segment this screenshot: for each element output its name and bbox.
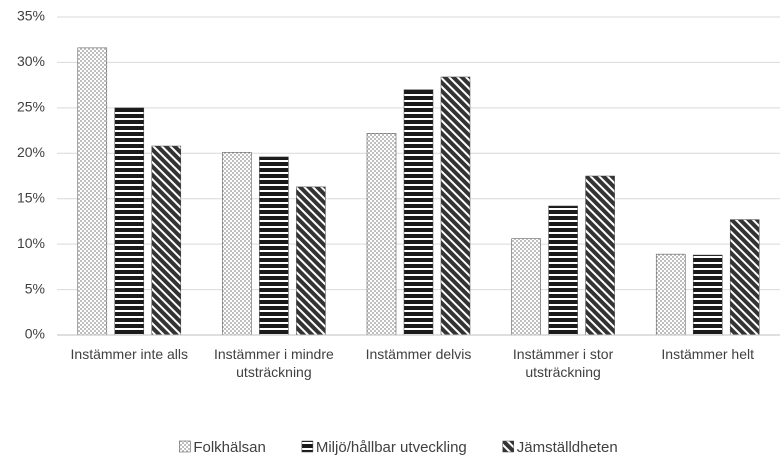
bar	[259, 156, 289, 336]
legend-label: Miljö/hållbar utveckling	[316, 439, 467, 456]
legend-label: Folkhälsan	[193, 439, 266, 456]
bar	[114, 107, 145, 336]
y-tick-label: 30%	[17, 53, 45, 69]
bar	[296, 186, 326, 336]
bar	[548, 205, 578, 336]
x-tick-label: Instämmer helt	[661, 346, 754, 362]
y-tick-label: 10%	[17, 235, 45, 251]
x-tick-label: Instämmer i stor utsträckning	[512, 346, 614, 380]
y-tick-label: 25%	[17, 99, 45, 115]
bar	[655, 253, 686, 336]
y-tick-label: 35%	[17, 8, 45, 24]
bar	[366, 133, 397, 336]
bar	[77, 47, 108, 336]
y-tick-label: 15%	[17, 189, 45, 205]
x-tick-label: Instämmer inte alls	[70, 346, 189, 362]
legend-swatch	[179, 440, 191, 453]
bar	[729, 219, 760, 336]
x-tick-label: Instämmer i mindre utsträckning	[213, 346, 334, 380]
bar	[692, 254, 723, 336]
bar	[585, 175, 615, 336]
y-tick-label: 20%	[17, 144, 45, 160]
bar	[511, 238, 541, 336]
legend-swatch	[502, 440, 515, 453]
y-tick-label: 5%	[25, 280, 45, 296]
legend-label: Jämställdheten	[517, 439, 618, 456]
x-tick-label: Instämmer delvis	[365, 346, 472, 362]
bar	[151, 145, 182, 336]
bar	[222, 152, 252, 336]
bar	[403, 89, 434, 336]
legend-swatch	[301, 440, 314, 453]
bar	[440, 76, 471, 336]
y-tick-label: 0%	[25, 326, 45, 342]
